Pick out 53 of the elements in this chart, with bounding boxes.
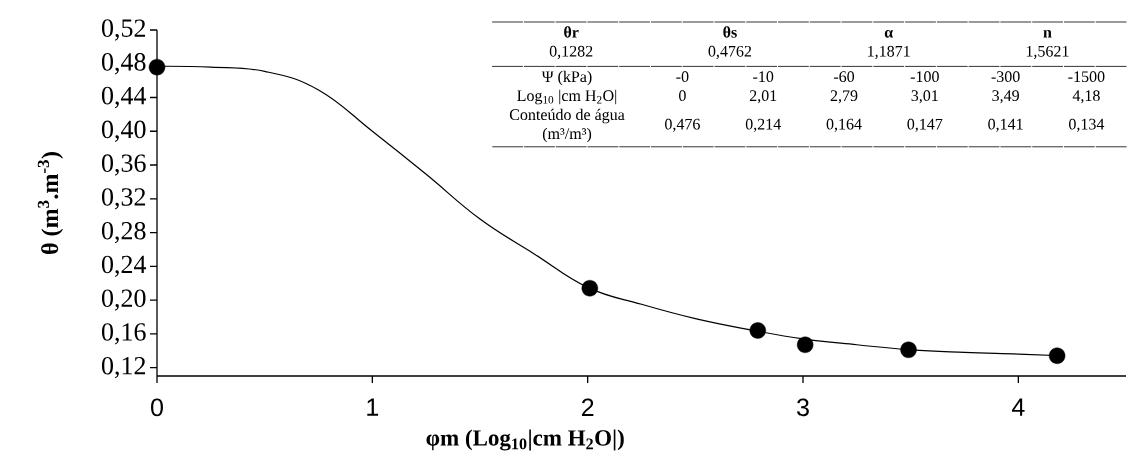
annotation: α bbox=[884, 29, 893, 38]
y-tick-label: 0,40 bbox=[101, 120, 146, 142]
annotation: -0 bbox=[676, 71, 689, 83]
x-tick-label: 4 bbox=[1011, 398, 1025, 416]
y-tick-label: 0,32 bbox=[101, 188, 146, 210]
annotation: 1,5621 bbox=[1026, 45, 1069, 59]
annotation: -1500 bbox=[1068, 71, 1105, 83]
point bbox=[581, 280, 599, 297]
annotation: Ψ (kPa) bbox=[541, 70, 592, 86]
y-tick-label: 0,48 bbox=[101, 53, 146, 75]
point bbox=[148, 58, 166, 76]
y-tick-label: 0,52 bbox=[101, 19, 146, 41]
annotation: Conteúdo de água (m³/m³) bbox=[509, 108, 625, 143]
annotation: 2,01 bbox=[749, 90, 777, 104]
point bbox=[749, 322, 766, 339]
annotation: 0,214 bbox=[745, 118, 781, 132]
annotation: 0,134 bbox=[1069, 118, 1105, 132]
annotation: -60 bbox=[833, 71, 855, 83]
annotation: 0,476 bbox=[665, 118, 700, 132]
annotation: 0,147 bbox=[907, 118, 943, 132]
annotation: -300 bbox=[991, 71, 1020, 83]
y-tick-label: 0,20 bbox=[101, 289, 146, 311]
annotation: 2,79 bbox=[830, 90, 858, 104]
annotation: 3,01 bbox=[911, 90, 938, 104]
annotation: -10 bbox=[753, 71, 774, 83]
annotation: 0,141 bbox=[988, 118, 1023, 132]
x-tick-label: 0 bbox=[151, 398, 163, 417]
x-tick-label: 1 bbox=[367, 398, 379, 416]
annotation: θr bbox=[564, 26, 579, 38]
annotation: n bbox=[1043, 29, 1052, 38]
point bbox=[900, 341, 917, 359]
y-tick-label: 0,24 bbox=[101, 255, 147, 277]
annotation: 4,18 bbox=[1072, 90, 1100, 104]
annotation: -100 bbox=[910, 71, 939, 83]
annotation: 0,164 bbox=[826, 118, 862, 132]
point bbox=[796, 336, 814, 353]
annotation: 3,49 bbox=[992, 90, 1019, 104]
y-tick-label: 0,44 bbox=[101, 86, 147, 109]
y-axis-title: θ (m$^{3}$.m$^{-3}$) bbox=[37, 152, 64, 254]
point bbox=[1048, 347, 1066, 364]
y-tick-label: 0,12 bbox=[101, 356, 146, 379]
annotation: 0,4762 bbox=[708, 45, 752, 59]
x-tick-label: 2 bbox=[581, 398, 594, 416]
y-tick-label: 0,36 bbox=[101, 154, 146, 176]
annotation: 0,1282 bbox=[549, 45, 593, 59]
annotation: θs bbox=[723, 26, 737, 38]
x-axis-title: φm (Log$_{10}$|cm H$_{2}$O|) bbox=[426, 429, 624, 451]
annotation: 0 bbox=[679, 90, 686, 102]
annotation: Log$_{10}$ |cm H$_{2}$O| bbox=[517, 89, 617, 105]
y-tick-label: 0,28 bbox=[101, 221, 146, 244]
annotation: 1,1871 bbox=[868, 45, 910, 59]
x-tick-label: 3 bbox=[797, 398, 809, 417]
y-tick-label: 0,16 bbox=[101, 323, 146, 345]
